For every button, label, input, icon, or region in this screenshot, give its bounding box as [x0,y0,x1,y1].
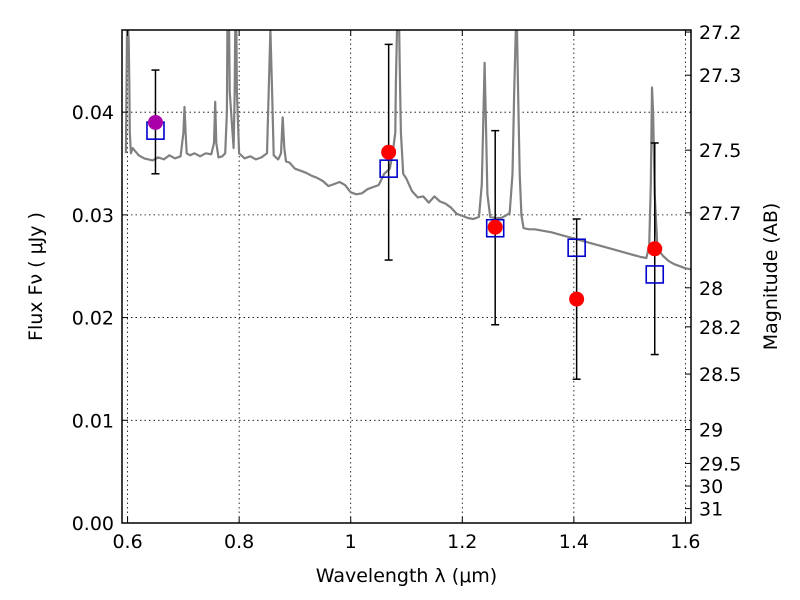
model-photometry-square [645,265,665,284]
x-tick-label: 1.2 [447,531,477,553]
x-tick-label: 1.4 [559,531,589,553]
observed-flux-point [569,291,585,307]
axis-ticks: 0.6 0.8 1 1.2 1.4 1.6 0.00 0.01 0.02 0.03 0.04 27.2… [72,22,742,553]
magnitude-tick-label: 28.2 [699,317,741,339]
data-markers-layer [146,114,665,307]
x-axis-label: Wavelength λ (μm) [316,565,497,587]
y-tick-label: 0.02 [72,308,114,330]
y-axis-label: Flux Fν ( μJy ) [25,212,47,341]
observed-flux-point [487,219,503,235]
magnitude-tick-label: 29 [699,420,723,442]
magnitude-tick-label: 28 [699,278,723,300]
magnitude-tick-label: 30 [699,476,723,498]
x-tick-label: 0.6 [112,531,142,553]
y-tick-label: 0.04 [72,102,114,124]
model-photometry-square [379,159,398,178]
y-tick-label: 0.00 [72,513,114,535]
observed-flux-point [647,241,663,257]
magnitude-tick-label: 27.5 [699,140,741,162]
magnitude-tick-label: 27.2 [699,22,741,44]
x-tick-label: 0.8 [224,531,254,553]
magnitude-tick-label: 29.5 [699,453,741,475]
magnitude-tick-label: 27.7 [699,203,741,225]
x-tick-label: 1 [345,531,357,553]
gridlines [122,30,691,524]
observed-flux-point [381,144,397,160]
magnitude-tick-label: 27.3 [699,65,741,87]
plot-frame [121,29,692,524]
right-y-axis-label: Magnitude (AB) [760,203,782,351]
observed-flux-point [147,114,163,130]
x-tick-label: 1.6 [670,531,700,553]
y-tick-label: 0.01 [72,410,114,432]
model-spectrum-layer [124,30,691,271]
magnitude-tick-label: 31 [699,499,723,521]
model-photometry-square [567,238,586,258]
y-tick-label: 0.03 [72,205,114,227]
magnitude-tick-label: 28.5 [699,364,741,386]
model-spectrum-line [124,30,691,271]
